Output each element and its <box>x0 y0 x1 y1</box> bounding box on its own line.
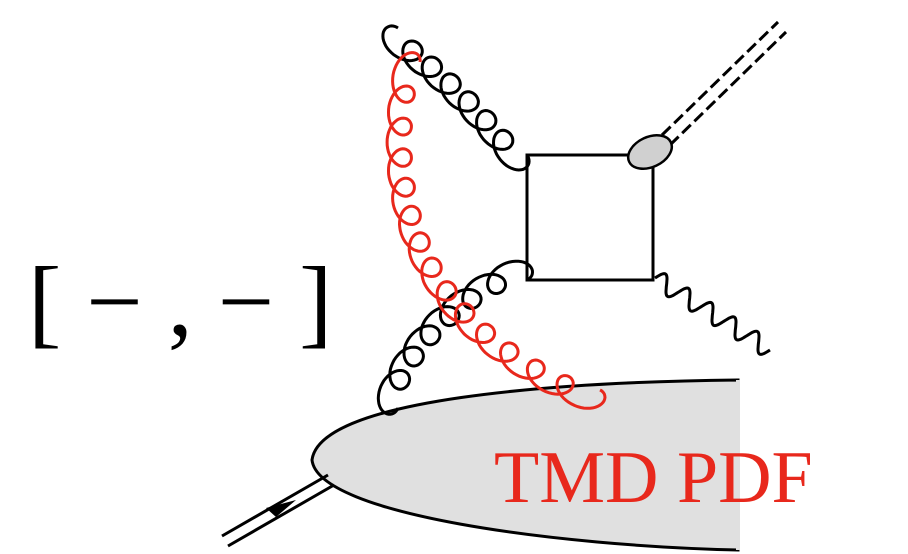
outgoing-scalar <box>662 22 778 135</box>
photon <box>655 274 770 355</box>
hadron-line <box>228 485 334 546</box>
hadron-line <box>222 475 328 536</box>
tmd-pdf-label: TMD PDF <box>494 437 813 519</box>
feynman-diagram: [ − , − ] TMD PDF <box>0 0 908 554</box>
vertex-blob <box>623 129 677 176</box>
outgoing-scalar <box>670 32 786 145</box>
quark-box <box>527 155 653 280</box>
gluon-red <box>387 53 605 409</box>
gauge-link-label: [ − , − ] <box>28 246 332 357</box>
